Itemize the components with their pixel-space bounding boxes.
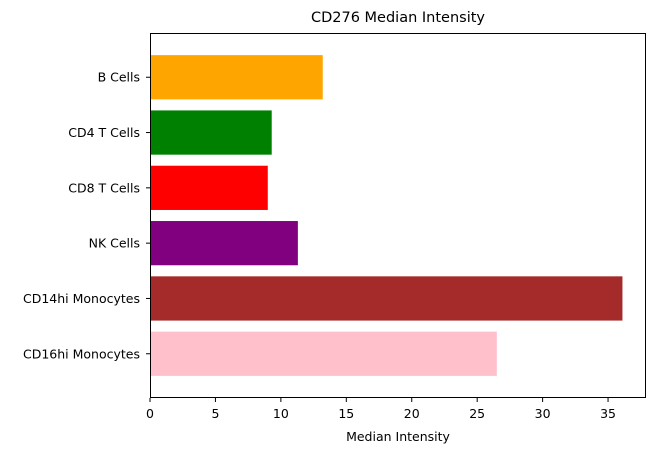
bar-b-cells (150, 55, 323, 100)
x-tick-label: 10 (273, 406, 289, 421)
x-tick-label: 30 (535, 406, 551, 421)
x-axis-ticks: 0 5 10 15 20 25 30 35 (146, 398, 616, 421)
bar-cd16hi-monocytes (150, 331, 497, 376)
y-tick-label: CD4 T Cells (68, 125, 140, 140)
x-tick-label: 25 (469, 406, 485, 421)
bar-cd14hi-monocytes (150, 276, 623, 321)
y-tick-label: NK Cells (89, 236, 140, 251)
x-tick-label: 35 (600, 406, 616, 421)
bars-group (150, 55, 623, 376)
x-tick-label: 15 (338, 406, 354, 421)
bar-cd8-t-cells (150, 165, 268, 210)
y-tick-label: CD16hi Monocytes (23, 346, 140, 361)
x-tick-label: 0 (146, 406, 154, 421)
y-tick-label: B Cells (98, 70, 140, 85)
plot-frame (150, 33, 646, 398)
y-tick-label: CD14hi Monocytes (23, 291, 140, 306)
chart-title: CD276 Median Intensity (311, 10, 485, 26)
x-axis-label: Median Intensity (346, 429, 450, 444)
bar-nk-cells (150, 221, 298, 266)
x-tick-label: 5 (211, 406, 219, 421)
y-axis-ticks: B Cells CD4 T Cells CD8 T Cells NK Cells CD1… (23, 70, 150, 361)
bar-cd4-t-cells (150, 110, 272, 155)
x-tick-label: 20 (404, 406, 420, 421)
y-tick-label: CD8 T Cells (68, 180, 140, 195)
